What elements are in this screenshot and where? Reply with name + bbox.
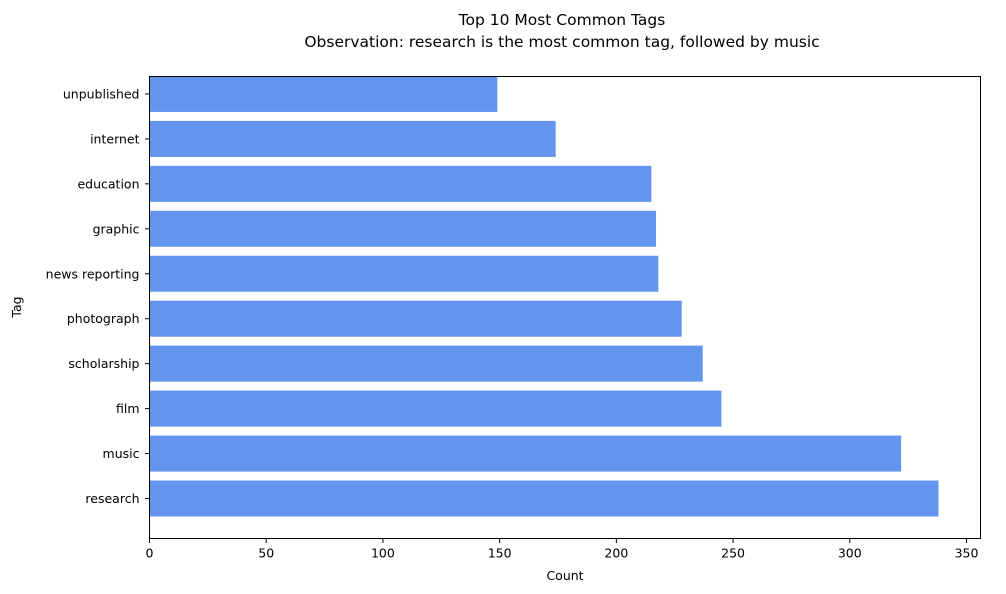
x-tick-label: 300 bbox=[838, 546, 862, 561]
x-tick-label: 350 bbox=[955, 546, 979, 561]
bar-news-reporting bbox=[149, 255, 659, 292]
bar-scholarship bbox=[149, 345, 703, 382]
x-axis-label: Count bbox=[546, 568, 583, 583]
y-tick-label: music bbox=[103, 446, 140, 461]
x-tick-label: 250 bbox=[721, 546, 745, 561]
plot-frame bbox=[149, 76, 981, 539]
y-tick-label: photograph bbox=[67, 311, 140, 326]
bar-music bbox=[149, 435, 902, 472]
bar-graphic bbox=[149, 210, 657, 247]
chart-title: Top 10 Most Common Tags bbox=[458, 11, 666, 29]
bar-research bbox=[149, 480, 939, 517]
bar-education bbox=[149, 165, 652, 202]
x-tick-label: 100 bbox=[371, 546, 395, 561]
y-axis-label: Tag bbox=[9, 296, 24, 318]
y-ticks-group: research music film scholarship photograph ne… bbox=[46, 86, 150, 506]
y-tick-label: internet bbox=[90, 131, 140, 146]
x-tick-label: 150 bbox=[488, 546, 512, 561]
x-ticks-group: 0 50 100 150 200 250 300 350 bbox=[146, 538, 979, 561]
y-tick-label: scholarship bbox=[68, 356, 139, 371]
y-tick-label: unpublished bbox=[63, 86, 140, 101]
bar-internet bbox=[149, 120, 556, 157]
x-tick-label: 200 bbox=[604, 546, 628, 561]
bars-group bbox=[149, 75, 939, 517]
y-tick-label: research bbox=[85, 491, 139, 506]
bar-film bbox=[149, 390, 722, 427]
chart-subtitle: Observation: research is the most common… bbox=[304, 33, 819, 51]
y-tick-label: education bbox=[77, 176, 139, 191]
bar-unpublished bbox=[149, 75, 498, 112]
y-tick-label: news reporting bbox=[46, 266, 140, 281]
x-tick-label: 50 bbox=[258, 546, 274, 561]
y-tick-label: film bbox=[116, 401, 140, 416]
y-tick-label: graphic bbox=[93, 221, 140, 236]
bar-photograph bbox=[149, 300, 682, 337]
x-tick-label: 0 bbox=[146, 546, 154, 561]
